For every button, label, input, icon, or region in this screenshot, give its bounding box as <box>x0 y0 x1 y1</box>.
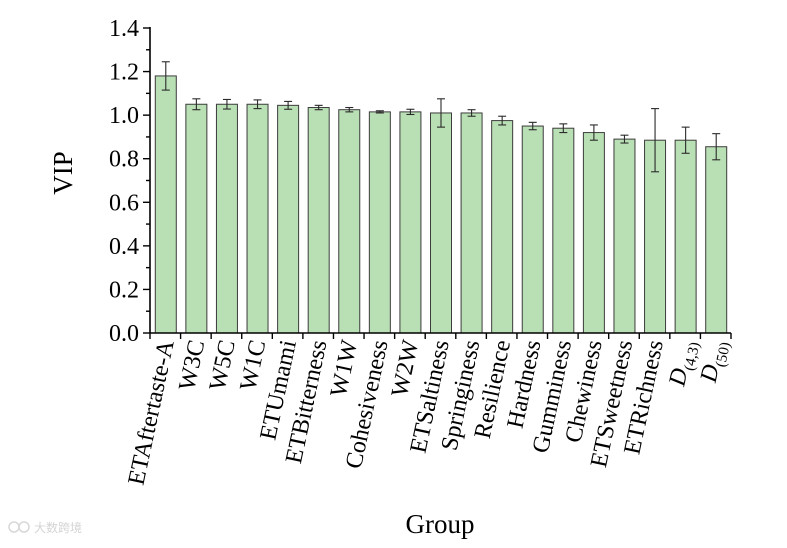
bar-2 <box>185 103 208 334</box>
bar-6 <box>307 107 330 334</box>
x-axis-title: Group <box>406 509 475 539</box>
x-tick-labels-group: ETAftertaste-AW3CW5CW1CETUmamiETBitterne… <box>124 337 734 487</box>
y-tick-label-2: 0.2 <box>109 277 139 303</box>
watermark-logo-icon <box>8 521 30 533</box>
error-bars-group <box>161 61 721 173</box>
y-axis-title: VIP <box>48 151 78 195</box>
y-tick-label-1: 0.0 <box>109 321 139 347</box>
bar-12 <box>491 120 514 334</box>
y-ticks-group: 0.0 0.2 0.4 0.6 0.8 1.0 1.2 1.4 <box>109 16 150 347</box>
bar-14 <box>552 127 575 334</box>
bar-9 <box>399 111 422 334</box>
x-ticks-group <box>149 333 732 339</box>
watermark-text: 大数跨境 <box>34 520 82 535</box>
y-tick-label-6: 1.0 <box>109 103 139 129</box>
y-tick-label-3: 0.4 <box>109 234 139 260</box>
x-tick-label-19: D(50) <box>696 338 734 387</box>
bar-18 <box>674 139 697 334</box>
error-bar-11 <box>467 109 476 117</box>
error-bar-15 <box>589 124 598 141</box>
bar-11 <box>460 112 483 334</box>
y-tick-label-4: 0.6 <box>109 190 139 216</box>
error-bar-5 <box>284 100 293 110</box>
error-bar-19 <box>712 133 721 161</box>
bar-8 <box>368 111 391 334</box>
bar-1 <box>154 75 177 334</box>
x-tick-label-18: D(4,3) <box>664 338 703 390</box>
bar-7 <box>338 109 361 334</box>
bar-4 <box>246 103 269 334</box>
bar-15 <box>582 132 605 334</box>
error-bar-14 <box>559 123 568 134</box>
bar-16 <box>613 138 636 334</box>
bar-5 <box>277 104 300 334</box>
error-bar-13 <box>528 121 537 131</box>
y-tick-label-8: 1.4 <box>109 16 139 42</box>
y-tick-label-7: 1.2 <box>109 60 139 86</box>
error-bar-6 <box>314 104 323 111</box>
bar-10 <box>430 112 452 334</box>
error-bar-10 <box>437 98 445 128</box>
error-bar-3 <box>222 98 231 110</box>
watermark: 大数跨境 <box>8 520 82 535</box>
error-bar-12 <box>498 115 507 126</box>
error-bar-18 <box>681 126 690 154</box>
bar-19 <box>705 146 728 334</box>
error-bar-8 <box>375 110 384 114</box>
bar-3 <box>215 103 238 334</box>
bar-13 <box>521 125 544 334</box>
x-tick-label-1: ETAftertaste-A <box>124 337 180 487</box>
error-bar-4 <box>253 99 262 110</box>
error-bar-7 <box>345 106 354 113</box>
error-bar-16 <box>620 134 629 144</box>
y-tick-label-5: 0.8 <box>109 147 139 173</box>
error-bar-17 <box>651 108 660 173</box>
error-bar-9 <box>406 108 415 116</box>
error-bar-2 <box>192 98 201 111</box>
bars-group <box>154 75 728 334</box>
error-bar-1 <box>161 61 170 91</box>
